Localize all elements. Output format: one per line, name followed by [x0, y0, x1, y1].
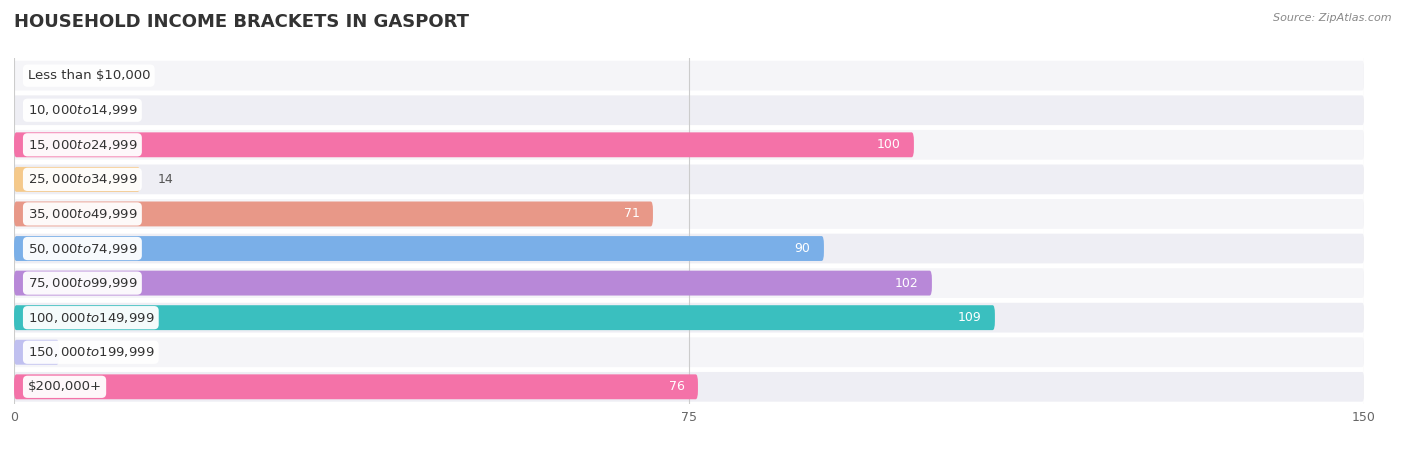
FancyBboxPatch shape [14, 95, 1364, 125]
Text: $100,000 to $149,999: $100,000 to $149,999 [28, 311, 155, 325]
FancyBboxPatch shape [14, 202, 652, 226]
FancyBboxPatch shape [14, 374, 697, 399]
Text: $150,000 to $199,999: $150,000 to $199,999 [28, 345, 155, 359]
Text: 0: 0 [37, 69, 45, 82]
Text: 109: 109 [957, 311, 981, 324]
Text: $35,000 to $49,999: $35,000 to $49,999 [28, 207, 138, 221]
Text: Source: ZipAtlas.com: Source: ZipAtlas.com [1274, 13, 1392, 23]
FancyBboxPatch shape [14, 61, 1364, 91]
FancyBboxPatch shape [14, 337, 1364, 367]
Text: 14: 14 [157, 173, 174, 186]
Text: $200,000+: $200,000+ [28, 380, 101, 393]
Text: Less than $10,000: Less than $10,000 [28, 69, 150, 82]
Text: $15,000 to $24,999: $15,000 to $24,999 [28, 138, 138, 152]
FancyBboxPatch shape [14, 305, 995, 330]
Text: 71: 71 [624, 207, 640, 220]
Text: $25,000 to $34,999: $25,000 to $34,999 [28, 172, 138, 186]
Text: 5: 5 [77, 346, 84, 359]
FancyBboxPatch shape [14, 164, 1364, 194]
FancyBboxPatch shape [14, 340, 59, 365]
FancyBboxPatch shape [14, 130, 1364, 160]
FancyBboxPatch shape [14, 303, 1364, 333]
FancyBboxPatch shape [14, 233, 1364, 264]
Text: $50,000 to $74,999: $50,000 to $74,999 [28, 242, 138, 255]
Text: 102: 102 [894, 277, 918, 290]
FancyBboxPatch shape [14, 199, 1364, 229]
Text: 76: 76 [669, 380, 685, 393]
FancyBboxPatch shape [14, 132, 914, 157]
Text: $10,000 to $14,999: $10,000 to $14,999 [28, 103, 138, 117]
Text: $75,000 to $99,999: $75,000 to $99,999 [28, 276, 138, 290]
FancyBboxPatch shape [14, 268, 1364, 298]
Text: 100: 100 [876, 138, 900, 151]
FancyBboxPatch shape [14, 236, 824, 261]
FancyBboxPatch shape [14, 167, 141, 192]
FancyBboxPatch shape [14, 372, 1364, 402]
Text: 0: 0 [37, 104, 45, 117]
FancyBboxPatch shape [14, 271, 932, 295]
Text: HOUSEHOLD INCOME BRACKETS IN GASPORT: HOUSEHOLD INCOME BRACKETS IN GASPORT [14, 13, 470, 31]
Text: 90: 90 [794, 242, 810, 255]
